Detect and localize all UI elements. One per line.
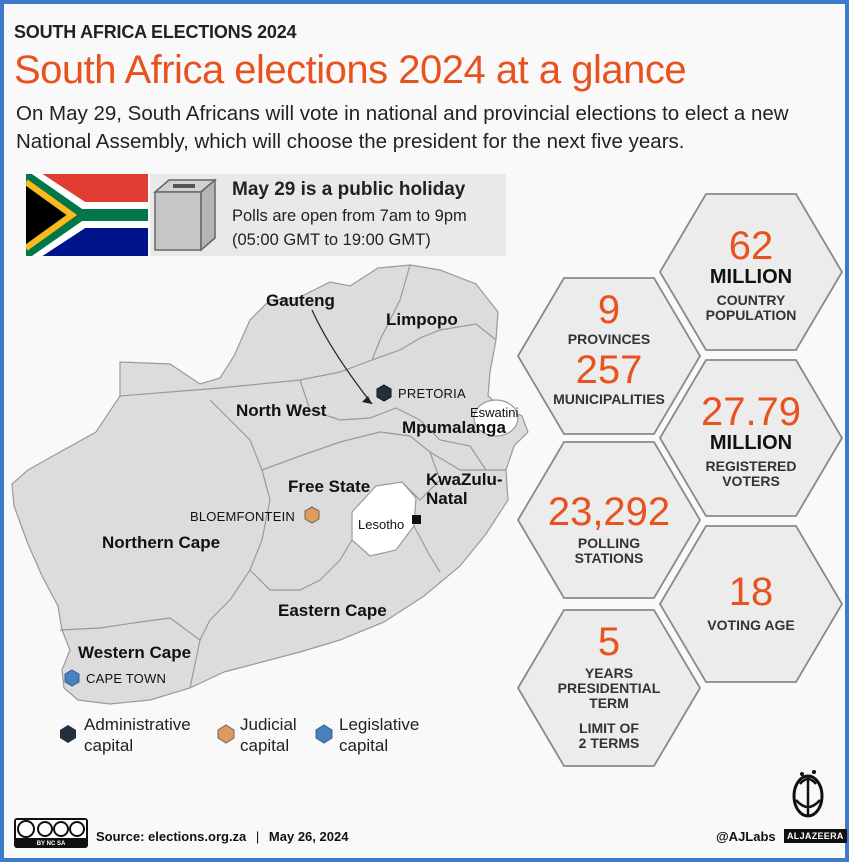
label-limpopo: Limpopo: [386, 310, 458, 329]
polls-hours-gmt: (05:00 GMT to 19:00 GMT): [232, 231, 431, 249]
label-kwazulu-natal-1: KwaZulu-: [426, 470, 503, 489]
legend-legislative: Legislative capital: [339, 715, 420, 755]
label-cape-town: CAPE TOWN: [86, 671, 167, 686]
label-pretoria: PRETORIA: [398, 386, 466, 401]
label-gauteng: Gauteng: [266, 291, 335, 310]
stat-presidential-term: 5 YEARS PRESIDENTIAL TERM LIMIT OF 2 TER…: [557, 620, 661, 751]
legend-administrative: Administrative capital: [84, 715, 191, 755]
page-subtitle: On May 29, South Africans will vote in n…: [16, 102, 789, 153]
stat-voting-age: 18 VOTING AGE: [707, 570, 795, 633]
legend-legislative-icon: [315, 724, 333, 744]
label-kwazulu-natal-2: Natal: [426, 489, 468, 508]
label-free-state: Free State: [288, 477, 371, 496]
ballot-box-icon: [153, 178, 218, 252]
label-bloemfontein: BLOEMFONTEIN: [190, 509, 295, 524]
aljazeera-wordmark: ALJAZEERA: [784, 829, 847, 843]
maseru-marker-icon: [412, 515, 421, 524]
bloemfontein-marker-icon: [304, 506, 320, 524]
page-title: South Africa elections 2024 at a glance: [14, 48, 687, 92]
label-eswatini: Eswatini: [470, 405, 519, 420]
aljazeera-logo-icon: [792, 770, 824, 818]
hex-polling: [516, 441, 702, 599]
label-mpumalanga: Mpumalanga: [402, 418, 506, 437]
ajlabs-handle: @AJLabs: [716, 829, 776, 844]
hex-registered: [658, 359, 844, 517]
stat-registered-voters: 27.79 MILLION REGISTERED VOTERS: [700, 390, 802, 489]
stat-municipalities: 257 MUNICIPALITIES: [553, 348, 665, 407]
eswatini-shape: [473, 399, 519, 437]
svg-text:BY NC SA: BY NC SA: [37, 841, 66, 847]
kicker: SOUTH AFRICA ELECTIONS 2024: [14, 22, 297, 42]
hex-voting-age: [658, 525, 844, 683]
stat-polling-stations: 23,292 POLLING STATIONS: [547, 490, 671, 566]
label-eastern-cape: Eastern Cape: [278, 601, 387, 620]
label-northern-cape: Northern Cape: [102, 533, 221, 552]
label-north-west: North West: [236, 401, 327, 420]
stat-provinces: 9 PROVINCES: [567, 288, 651, 347]
polls-hours: Polls are open from 7am to 9pm: [232, 207, 467, 225]
hex-term: [516, 609, 702, 767]
legend-judicial: Judicial capital: [240, 715, 297, 755]
south-africa-flag-icon: [26, 174, 148, 256]
source-line: Source: elections.org.za | May 26, 2024: [96, 829, 349, 844]
holiday-title: May 29 is a public holiday: [232, 179, 466, 200]
label-lesotho: Lesotho: [358, 517, 405, 532]
pretoria-marker-icon: [376, 384, 392, 402]
legend-administrative-icon: [60, 725, 76, 743]
hex-provinces: [516, 277, 702, 435]
legend-judicial-icon: [217, 724, 235, 744]
south-africa-map: [11, 264, 529, 705]
stat-population: 62 MILLION COUNTRY POPULATION: [705, 224, 797, 323]
label-western-cape: Western Cape: [78, 643, 192, 662]
hex-population: [658, 193, 844, 351]
cape-town-marker-icon: [64, 669, 80, 687]
creative-commons-icon: BY NC SA: [14, 818, 88, 848]
